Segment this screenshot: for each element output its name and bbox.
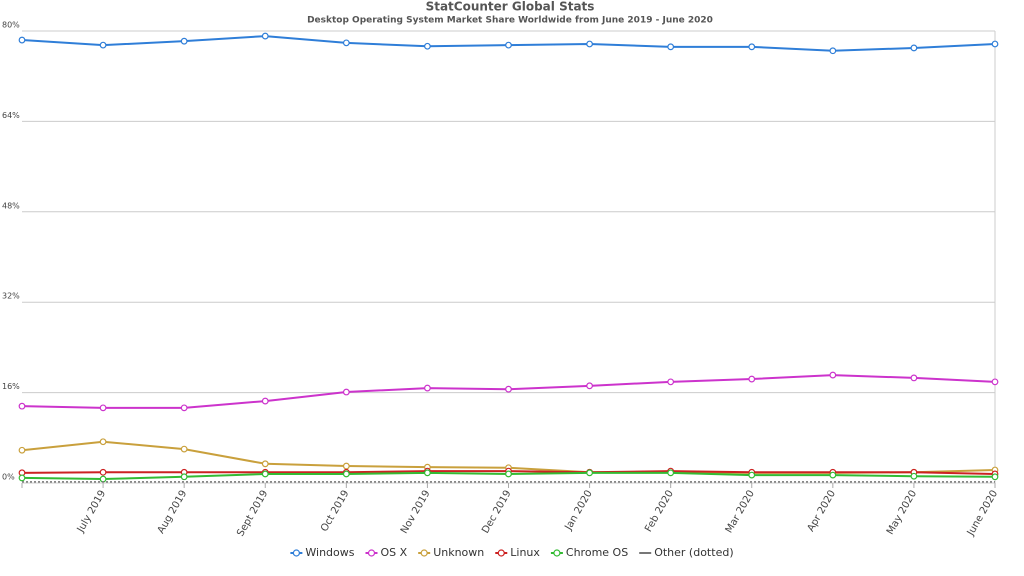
data-point — [18, 402, 26, 410]
data-point — [99, 475, 107, 483]
legend-label: Chrome OS — [566, 546, 628, 559]
data-point — [180, 473, 188, 481]
x-tick-label: Sept 2019 — [235, 489, 270, 539]
data-point — [748, 471, 756, 479]
data-point — [910, 472, 918, 480]
data-point — [18, 446, 26, 454]
legend-label: Windows — [305, 546, 354, 559]
legend-label: Other (dotted) — [654, 546, 733, 559]
data-point — [748, 375, 756, 383]
data-point — [424, 384, 431, 392]
data-point — [505, 470, 512, 478]
chart-title: StatCounter Global Stats — [426, 0, 595, 14]
data-point — [424, 42, 431, 50]
y-tick-label: 16% — [2, 382, 20, 391]
data-point — [829, 47, 837, 55]
data-point — [342, 462, 350, 470]
x-tick-label: Mar 2020 — [724, 489, 757, 536]
legend-item[interactable]: Unknown — [418, 546, 484, 559]
data-point — [829, 371, 837, 379]
x-tick-label: July 2019 — [75, 489, 108, 536]
legend-symbol — [367, 549, 376, 557]
legend: Windows OS X Unknown Linux Chrome OS Other (d… — [290, 546, 734, 559]
data-point — [829, 471, 837, 479]
legend-label: OS X — [381, 546, 408, 559]
data-point — [342, 470, 350, 478]
data-point — [505, 385, 512, 393]
x-tick-label: Feb 2020 — [643, 489, 676, 535]
data-point — [991, 473, 999, 481]
data-point — [667, 43, 675, 51]
legend-item[interactable]: OS X — [365, 546, 408, 559]
data-point — [261, 470, 269, 478]
legend-symbol — [553, 549, 561, 557]
data-point — [261, 397, 269, 405]
data-point — [342, 39, 350, 47]
data-point — [910, 44, 918, 52]
legend-symbol — [497, 549, 505, 557]
legend-item[interactable]: Windows — [290, 546, 355, 559]
data-point — [586, 382, 593, 390]
data-point — [99, 41, 107, 49]
data-point — [261, 32, 269, 40]
y-tick-label: 0% — [2, 473, 15, 482]
data-point — [991, 378, 999, 386]
data-point — [991, 40, 999, 48]
x-tick-label: Aug 2019 — [156, 489, 190, 536]
data-point — [424, 469, 431, 477]
data-point — [18, 36, 26, 44]
data-point — [505, 41, 512, 49]
x-tick-label: Oct 2019 — [319, 489, 351, 534]
data-point — [99, 468, 107, 476]
legend-item[interactable]: Other (dotted) — [639, 546, 734, 559]
data-point — [748, 43, 756, 51]
data-point — [586, 469, 593, 477]
data-point — [99, 438, 107, 446]
chart-subtitle: Desktop Operating System Market Share Wo… — [307, 16, 713, 26]
data-point — [180, 37, 188, 45]
data-point — [667, 378, 675, 386]
data-point — [586, 40, 593, 48]
legend-item[interactable]: Chrome OS — [550, 546, 628, 559]
data-point — [180, 404, 188, 412]
data-point — [342, 388, 350, 396]
y-tick-label: 32% — [2, 292, 20, 301]
x-tick-label: May 2020 — [885, 489, 919, 537]
legend-symbol — [292, 549, 300, 557]
x-tick-label: June 2020 — [965, 489, 1000, 539]
data-point — [667, 469, 675, 477]
y-tick-label: 48% — [2, 201, 20, 210]
x-tick-label: Nov 2019 — [399, 489, 433, 536]
legend-label: Unknown — [433, 546, 484, 559]
data-point — [18, 474, 26, 482]
x-tick-label: Apr 2020 — [806, 489, 838, 534]
data-point — [99, 404, 107, 412]
data-point — [910, 374, 918, 382]
y-tick-label: 80% — [2, 21, 20, 30]
data-point — [261, 460, 269, 468]
legend-item[interactable]: Linux — [495, 546, 540, 559]
legend-symbol — [420, 549, 428, 557]
data-point — [180, 445, 188, 453]
legend-label: Linux — [510, 546, 540, 559]
x-tick-label: Jan 2020 — [563, 489, 595, 534]
y-tick-label: 64% — [2, 111, 20, 120]
x-tick-label: Dec 2019 — [480, 489, 514, 536]
